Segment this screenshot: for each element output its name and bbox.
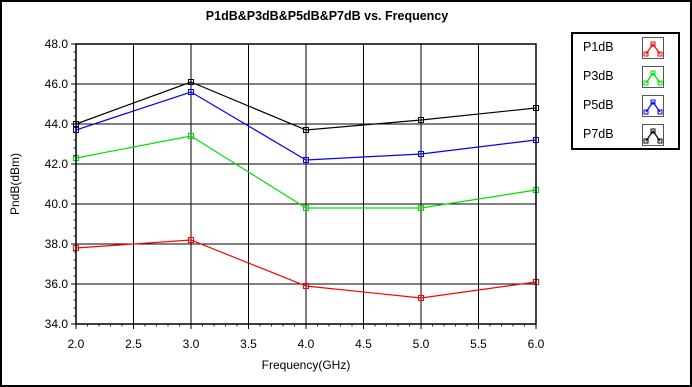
- x-tick-label: 2.5: [125, 337, 142, 351]
- data-point: [188, 133, 194, 139]
- legend-marker: [650, 41, 656, 47]
- legend-swatch-graphic: [643, 99, 663, 115]
- data-point: [188, 89, 194, 95]
- legend-item: P5dB: [573, 94, 678, 118]
- legend-item: P7dB: [573, 123, 678, 147]
- legend-line: [645, 42, 661, 55]
- legend-marker: [643, 138, 649, 144]
- x-tick-label: 6.0: [528, 337, 545, 351]
- legend-swatch-graphic: [643, 128, 663, 144]
- legend-swatch-p7db-icon: [642, 124, 664, 146]
- x-tick-label: 3.0: [183, 337, 200, 351]
- y-tick-label: 34.0: [45, 317, 69, 331]
- legend-marker: [657, 138, 663, 144]
- x-tick-label: 2.0: [68, 337, 85, 351]
- series-line: [75, 91, 537, 161]
- x-tick-label: 4.0: [298, 337, 315, 351]
- x-tick-label: 3.5: [240, 337, 257, 351]
- legend-marker: [643, 109, 649, 115]
- legend-marker: [657, 80, 663, 86]
- legend-marker: [657, 51, 663, 57]
- series-line: [75, 239, 537, 299]
- y-axis-ticks: 34.0 36.0 38.0 40.0 42.0 44.0 46.0 48.0: [45, 37, 76, 331]
- x-axis-label: Frequency(GHz): [262, 358, 351, 372]
- y-tick-label: 42.0: [45, 157, 69, 171]
- data-point: [303, 127, 309, 133]
- series-layer: [73, 79, 539, 301]
- data-point: [418, 117, 424, 123]
- y-axis-label: PndB(dBm): [8, 153, 22, 215]
- legend-label: P1dB: [583, 40, 614, 54]
- data-point: [303, 205, 309, 211]
- x-tick-label: 5.0: [413, 337, 430, 351]
- legend-label: P5dB: [583, 98, 614, 112]
- data-point: [188, 79, 194, 85]
- legend-marker: [657, 109, 663, 115]
- legend-marker: [650, 99, 656, 105]
- legend-item: P3dB: [573, 65, 678, 89]
- legend-line: [645, 100, 661, 113]
- x-axis-ticks: 2.0 2.5 3.0 3.5 4.0 4.5 5.0 5.5 6.0: [68, 324, 545, 351]
- y-tick-label: 38.0: [45, 237, 69, 251]
- legend-swatch-p1db-icon: [642, 37, 664, 59]
- legend-swatch-p3db-icon: [642, 66, 664, 88]
- legend-swatch-p5db-icon: [642, 95, 664, 117]
- data-point: [303, 157, 309, 163]
- y-tick-label: 44.0: [45, 117, 69, 131]
- data-point: [188, 237, 194, 243]
- y-tick-label: 48.0: [45, 37, 69, 51]
- legend-swatch-graphic: [643, 70, 663, 86]
- data-point: [303, 283, 309, 289]
- data-point: [418, 295, 424, 301]
- data-point: [418, 151, 424, 157]
- legend-label: P3dB: [583, 69, 614, 83]
- legend-marker: [650, 128, 656, 134]
- y-tick-label: 40.0: [45, 197, 69, 211]
- legend-line: [645, 71, 661, 84]
- legend-swatch-graphic: [643, 41, 663, 57]
- legend-marker: [643, 51, 649, 57]
- x-tick-label: 5.5: [470, 337, 487, 351]
- legend-line: [645, 129, 661, 142]
- legend: P1dB P3dB P5dB P7dB: [571, 32, 680, 150]
- legend-label: P7dB: [583, 127, 614, 141]
- y-tick-label: 46.0: [45, 77, 69, 91]
- series-line: [75, 135, 537, 209]
- legend-marker: [643, 80, 649, 86]
- data-point: [418, 205, 424, 211]
- x-tick-label: 4.5: [355, 337, 372, 351]
- chart-title: P1dB&P3dB&P5dB&P7dB vs. Frequency: [206, 9, 448, 23]
- legend-item: P1dB: [573, 36, 678, 60]
- legend-marker: [650, 70, 656, 76]
- series-line: [75, 81, 537, 131]
- y-tick-label: 36.0: [45, 277, 69, 291]
